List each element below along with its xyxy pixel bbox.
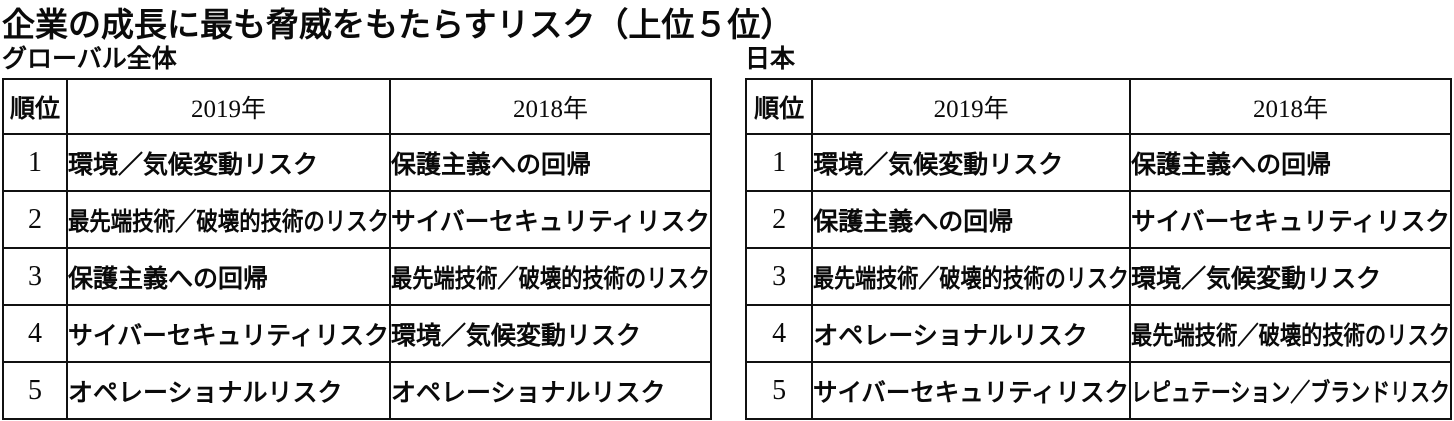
- risk-text: 保護主義への回帰: [1131, 150, 1332, 179]
- risk-2019-cell: オペレーショナルリスク: [66, 361, 391, 420]
- table-row: 1 環境／気候変動リスク 保護主義への回帰: [744, 133, 1452, 192]
- risk-text: サイバーセキュリティリスク: [1131, 207, 1451, 236]
- year-2019-column-header: 2019年: [66, 78, 391, 135]
- risk-text: 最先端技術／破壊的技術のリスク: [1131, 321, 1451, 350]
- risk-text: レピュテーション／ブランドリスク: [1131, 378, 1451, 407]
- rank-column-header: 順位: [2, 78, 68, 135]
- risk-text: サイバーセキュリティリスク: [68, 321, 389, 350]
- year-2019-column-header: 2019年: [811, 78, 1132, 135]
- risk-2018-cell: 環境／気候変動リスク: [1129, 247, 1452, 306]
- risk-2019-cell: サイバーセキュリティリスク: [811, 361, 1132, 420]
- risk-text: オペレーショナルリスク: [68, 378, 343, 407]
- risk-text: 保護主義への回帰: [391, 150, 592, 179]
- global-table-heading: グローバル全体: [2, 45, 177, 73]
- table-row: 5 オペレーショナルリスク オペレーショナルリスク: [2, 361, 712, 420]
- risk-text: サイバーセキュリティリスク: [813, 378, 1130, 407]
- risk-text: 環境／気候変動リスク: [1131, 264, 1382, 293]
- risk-2018-cell: サイバーセキュリティリスク: [1129, 190, 1452, 249]
- risk-2019-cell: 保護主義への回帰: [811, 190, 1132, 249]
- page-title: 企業の成長に最も脅威をもたらすリスク（上位５位）: [2, 6, 794, 43]
- risk-2018-cell: 最先端技術／破壊的技術のリスク: [389, 247, 712, 306]
- table-header-row: 順位 2019年 2018年: [744, 78, 1452, 135]
- rank-cell: 3: [2, 247, 68, 306]
- rank-column-header: 順位: [744, 78, 814, 135]
- risk-text: 最先端技術／破壊的技術のリスク: [813, 264, 1130, 293]
- risk-2019-cell: 最先端技術／破壊的技術のリスク: [811, 247, 1132, 306]
- risk-2018-cell: レピュテーション／ブランドリスク: [1129, 361, 1452, 420]
- rank-cell: 5: [2, 361, 68, 420]
- risk-2019-cell: サイバーセキュリティリスク: [66, 304, 391, 363]
- japan-risk-table: 順位 2019年 2018年 1 環境／気候変動リスク 保護主義への回帰 2 保…: [744, 78, 1452, 420]
- table-header-row: 順位 2019年 2018年: [2, 78, 712, 135]
- risk-text: オペレーショナルリスク: [813, 321, 1088, 350]
- year-2018-column-header: 2018年: [1129, 78, 1452, 135]
- global-risk-table: 順位 2019年 2018年 1 環境／気候変動リスク 保護主義への回帰 2 最…: [2, 78, 712, 420]
- rank-cell: 2: [2, 190, 68, 249]
- global-table-section: グローバル全体 順位 2019年 2018年 1 環境／気候変動リスク 保護主義…: [2, 42, 712, 420]
- risk-2018-cell: 環境／気候変動リスク: [389, 304, 712, 363]
- risk-2019-cell: 環境／気候変動リスク: [66, 133, 391, 192]
- risk-text: 環境／気候変動リスク: [391, 321, 642, 350]
- rank-cell: 5: [744, 361, 814, 420]
- table-row: 3 保護主義への回帰 最先端技術／破壊的技術のリスク: [2, 247, 712, 306]
- risk-text: 保護主義への回帰: [813, 207, 1014, 236]
- risk-text: 最先端技術／破壊的技術のリスク: [68, 207, 389, 236]
- table-row: 2 最先端技術／破壊的技術のリスク サイバーセキュリティリスク: [2, 190, 712, 249]
- risk-text: 最先端技術／破壊的技術のリスク: [391, 264, 710, 293]
- rank-cell: 1: [744, 133, 814, 192]
- risk-2019-cell: 環境／気候変動リスク: [811, 133, 1132, 192]
- table-row: 2 保護主義への回帰 サイバーセキュリティリスク: [744, 190, 1452, 249]
- risk-2018-cell: 保護主義への回帰: [389, 133, 712, 192]
- risk-2019-cell: 最先端技術／破壊的技術のリスク: [66, 190, 391, 249]
- rank-cell: 4: [2, 304, 68, 363]
- japan-table-section: 日本 順位 2019年 2018年 1 環境／気候変動リスク 保護主義への回帰 …: [744, 42, 1452, 420]
- table-row: 3 最先端技術／破壊的技術のリスク 環境／気候変動リスク: [744, 247, 1452, 306]
- rank-cell: 2: [744, 190, 814, 249]
- risk-text: 保護主義への回帰: [68, 264, 269, 293]
- risk-2019-cell: オペレーショナルリスク: [811, 304, 1132, 363]
- risk-text: サイバーセキュリティリスク: [391, 207, 710, 236]
- risk-2018-cell: サイバーセキュリティリスク: [389, 190, 712, 249]
- rank-cell: 3: [744, 247, 814, 306]
- table-row: 4 オペレーショナルリスク 最先端技術／破壊的技術のリスク: [744, 304, 1452, 363]
- risk-2018-cell: 最先端技術／破壊的技術のリスク: [1129, 304, 1452, 363]
- table-row: 1 環境／気候変動リスク 保護主義への回帰: [2, 133, 712, 192]
- table-row: 4 サイバーセキュリティリスク 環境／気候変動リスク: [2, 304, 712, 363]
- rank-cell: 1: [2, 133, 68, 192]
- table-row: 5 サイバーセキュリティリスク レピュテーション／ブランドリスク: [744, 361, 1452, 420]
- risk-text: 環境／気候変動リスク: [813, 150, 1064, 179]
- japan-table-heading: 日本: [745, 45, 796, 73]
- risk-2019-cell: 保護主義への回帰: [66, 247, 391, 306]
- risk-text: 環境／気候変動リスク: [68, 150, 319, 179]
- rank-cell: 4: [744, 304, 814, 363]
- risk-2018-cell: 保護主義への回帰: [1129, 133, 1452, 192]
- risk-2018-cell: オペレーショナルリスク: [389, 361, 712, 420]
- year-2018-column-header: 2018年: [389, 78, 712, 135]
- risk-text: オペレーショナルリスク: [391, 378, 666, 407]
